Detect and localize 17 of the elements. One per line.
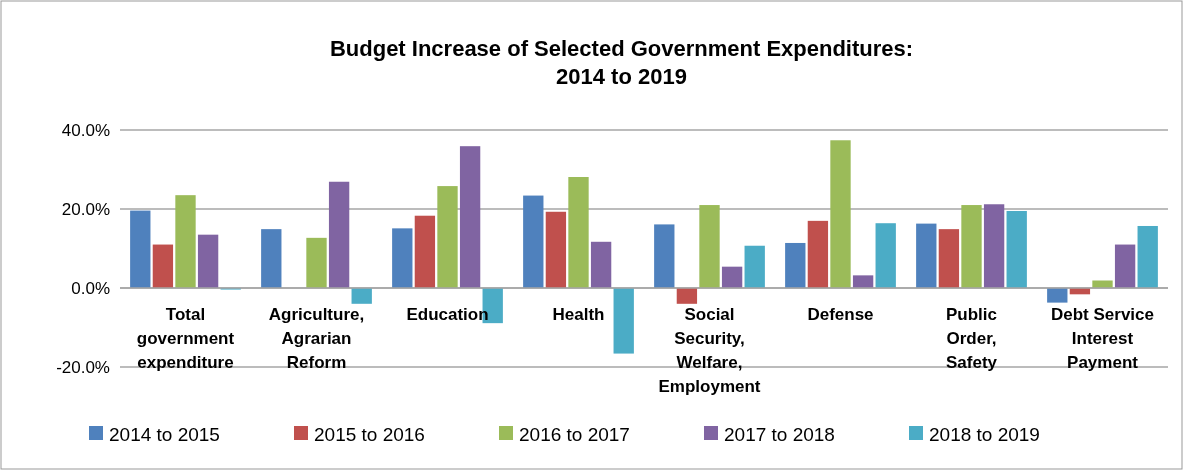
- legend-label: 2016 to 2017: [519, 423, 630, 445]
- legend-label: 2018 to 2019: [929, 423, 1040, 445]
- y-tick-label: 40.0%: [61, 120, 110, 140]
- legend-label: 2017 to 2018: [724, 423, 835, 445]
- x-tick-label: Public Order, Safety: [945, 305, 998, 372]
- y-tick-label: -20.0%: [56, 357, 110, 377]
- chart-title: Budget Increase of Selected Government Expenditures: 2014 to 2019: [329, 36, 914, 89]
- x-tick-label: Social Security, Welfare, Employment: [658, 305, 761, 396]
- x-tick-label: Health: [552, 305, 605, 324]
- y-tick-label: 20.0%: [61, 199, 110, 219]
- x-tick-label: Agriculture, Agrarian Reform: [268, 305, 365, 372]
- legend-label: 2014 to 2015: [109, 423, 220, 445]
- x-tick-label: Total government expenditure: [136, 305, 235, 372]
- x-tick-label: Debt Service Interest Payment: [1051, 305, 1154, 372]
- y-tick-label: 0.0%: [71, 278, 110, 298]
- legend-label: 2015 to 2016: [314, 423, 425, 445]
- x-tick-label: Defense: [807, 305, 874, 324]
